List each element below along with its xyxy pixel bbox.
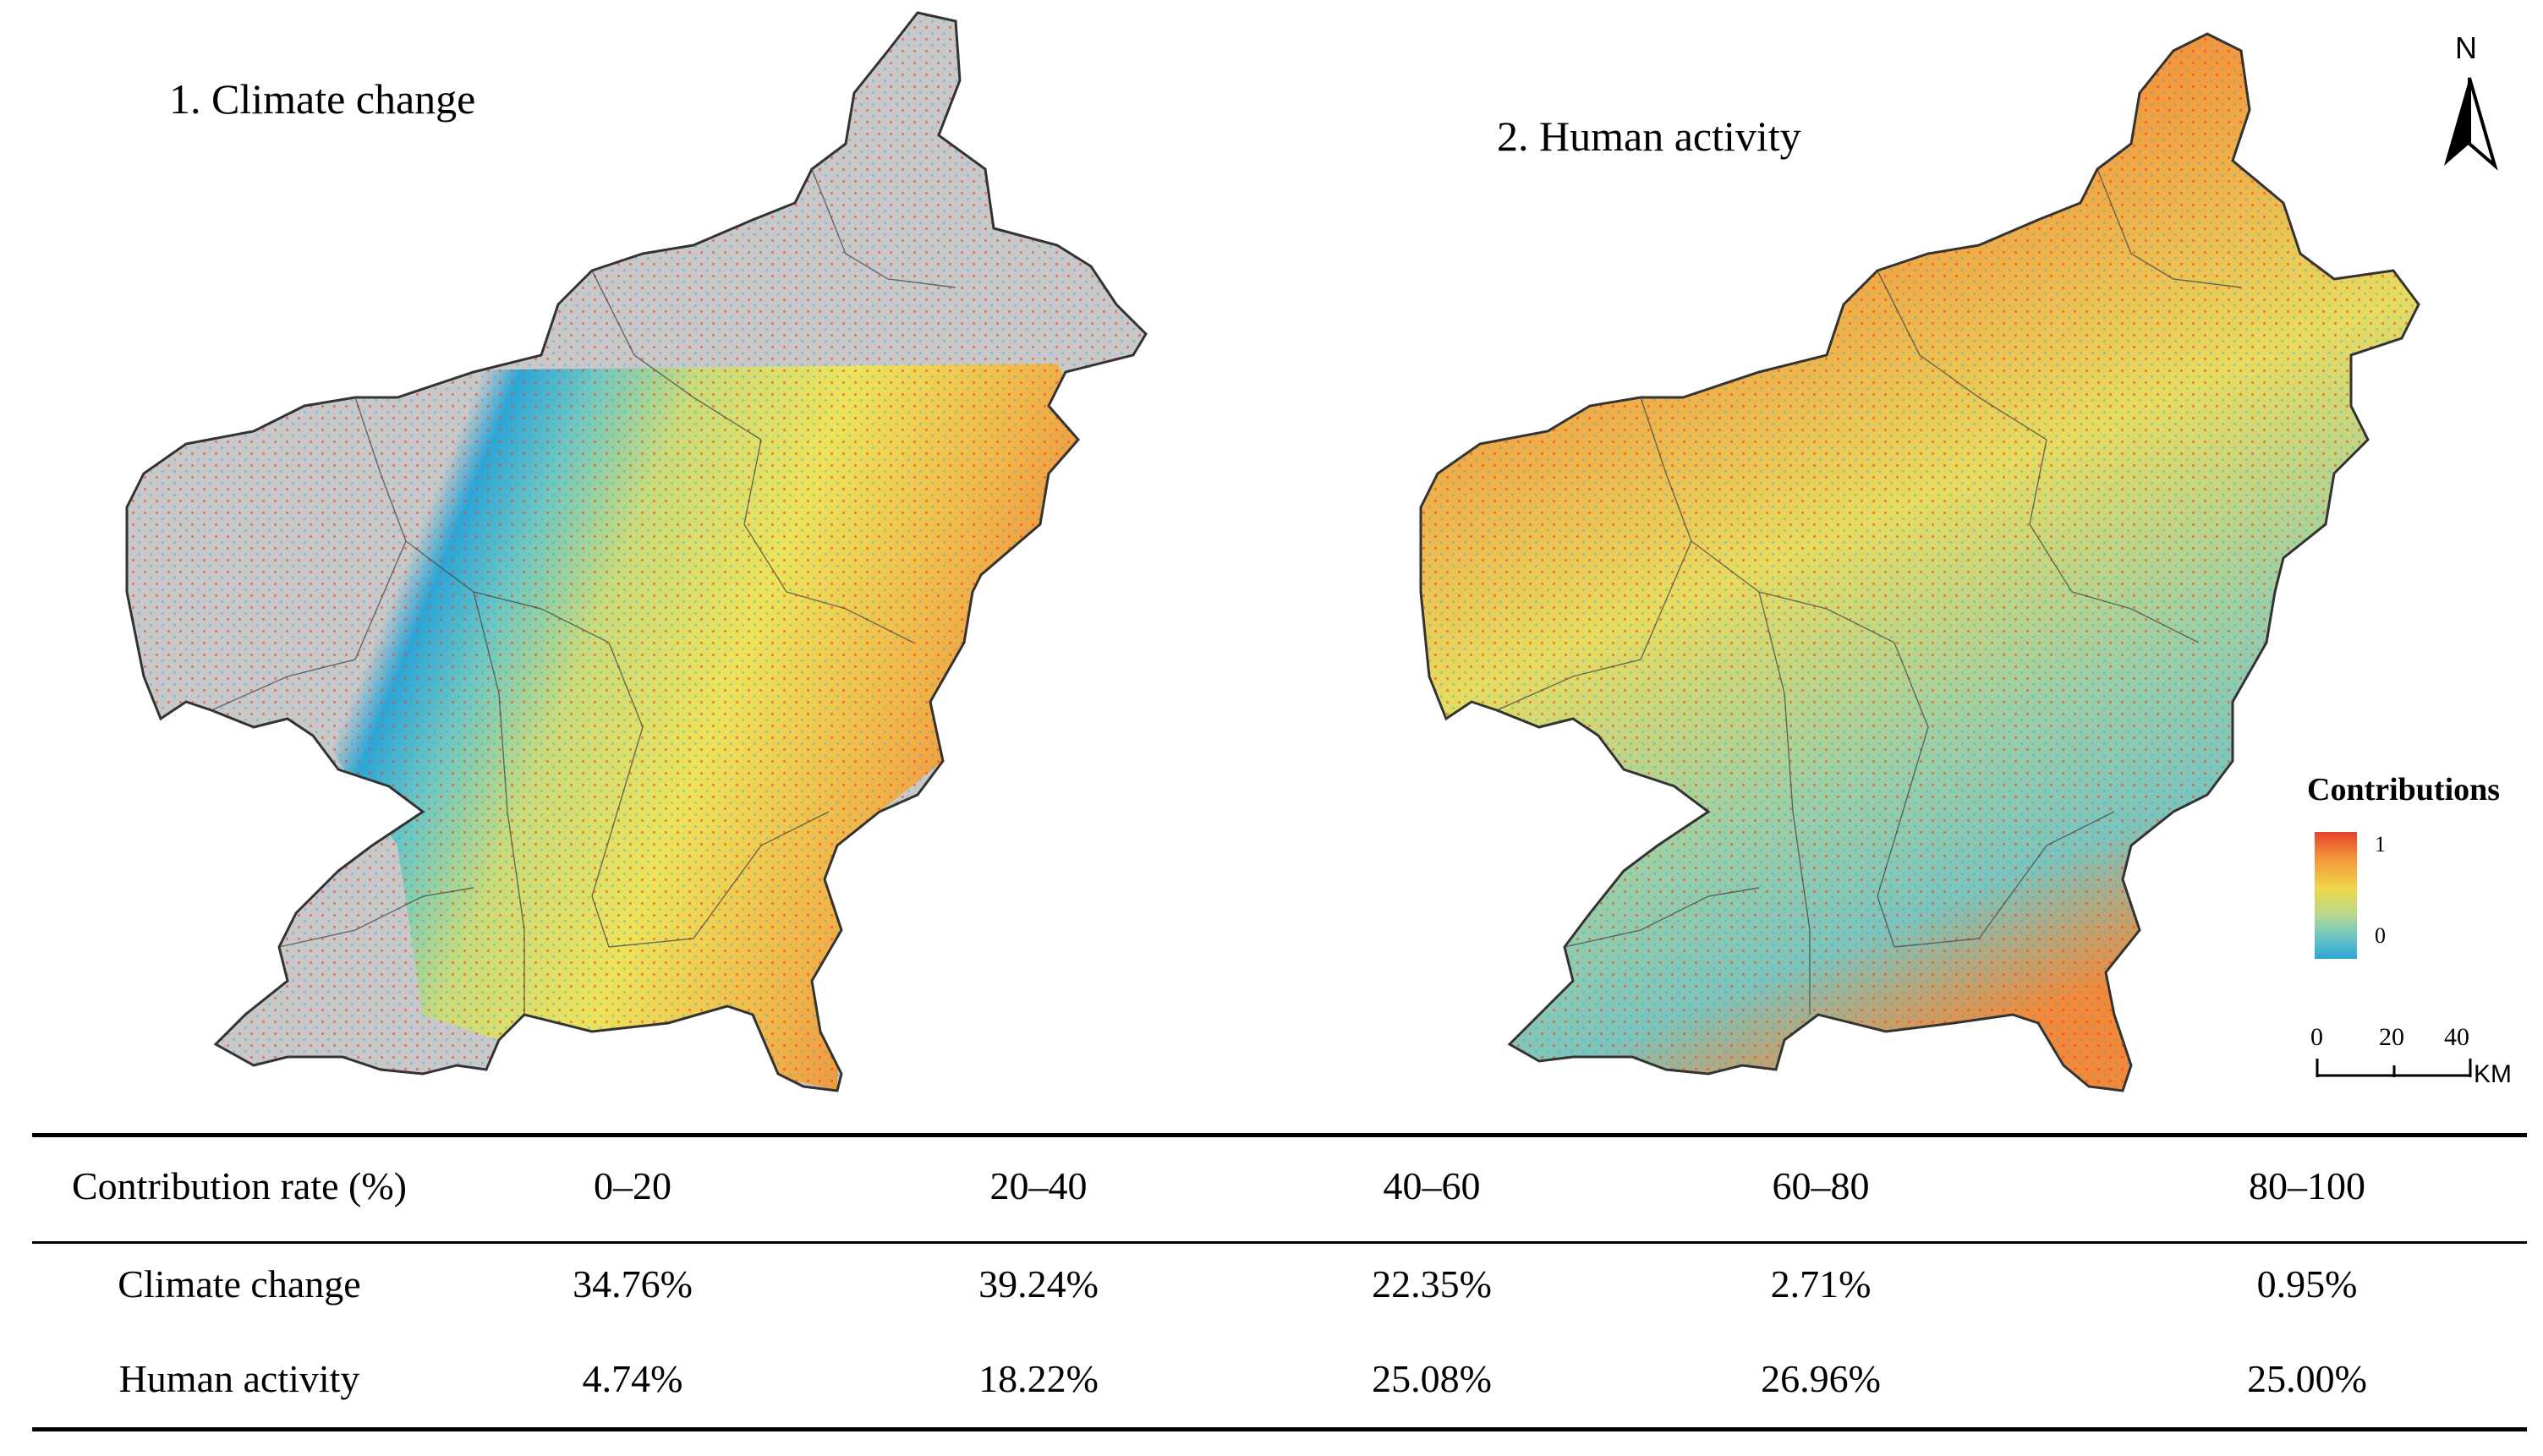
table-cell: 4.74% <box>582 1357 683 1400</box>
table-header-row: Contribution rate (%) 0‒20 20‒40 40‒60 6… <box>32 1163 2527 1214</box>
table-row: Human activity 4.74% 18.22% 25.08% 26.96… <box>32 1356 2527 1407</box>
row-label: Climate change <box>118 1262 361 1305</box>
scale-tick-0: 0 <box>2310 1023 2323 1051</box>
legend-max-label: 1 <box>2375 832 2386 857</box>
table-cell: 25.08% <box>1372 1357 1492 1400</box>
north-label: N <box>2455 30 2477 65</box>
table-cell: 18.22% <box>978 1357 1099 1400</box>
table-cell: 26.96% <box>1761 1357 1881 1400</box>
table-cell: 22.35% <box>1372 1262 1492 1305</box>
header-cell: 20‒40 <box>989 1164 1088 1207</box>
scale-unit: KM <box>2474 1060 2512 1088</box>
header-cell: 60‒80 <box>1772 1164 1870 1207</box>
scale-tick-20: 20 <box>2379 1023 2404 1051</box>
table-rule-top <box>32 1133 2527 1137</box>
table-cell: 0.95% <box>2256 1262 2358 1305</box>
north-arrow-icon <box>2444 77 2498 171</box>
table-cell: 2.71% <box>1770 1262 1872 1305</box>
scale-bar <box>2316 1059 2472 1077</box>
header-cell: 0‒20 <box>594 1164 671 1207</box>
header-cell: 40‒60 <box>1383 1164 1481 1207</box>
table-row: Climate change 34.76% 39.24% 22.35% 2.71… <box>32 1262 2527 1312</box>
scale-tick-40: 40 <box>2444 1023 2469 1051</box>
human-map <box>1419 32 2420 1092</box>
human-map-title: 2. Human activity <box>1497 112 1801 160</box>
legend-title: Contributions <box>2307 772 2501 807</box>
climate-map-title: 1. Climate change <box>169 75 476 123</box>
legend-color-ramp <box>2315 832 2357 959</box>
table-cell: 25.00% <box>2247 1357 2367 1400</box>
table-rule-mid <box>32 1241 2527 1244</box>
table-cell: 39.24% <box>978 1262 1099 1305</box>
header-cell: 80‒100 <box>2249 1164 2365 1207</box>
header-cell: Contribution rate (%) <box>71 1164 407 1207</box>
table-cell: 34.76% <box>573 1262 693 1305</box>
row-label: Human activity <box>118 1357 360 1400</box>
maps-svg <box>125 11 2498 1092</box>
table-rule-bottom <box>32 1427 2527 1431</box>
climate-map <box>125 11 1148 1092</box>
figure <box>125 11 2498 1092</box>
legend-min-label: 0 <box>2375 923 2386 948</box>
